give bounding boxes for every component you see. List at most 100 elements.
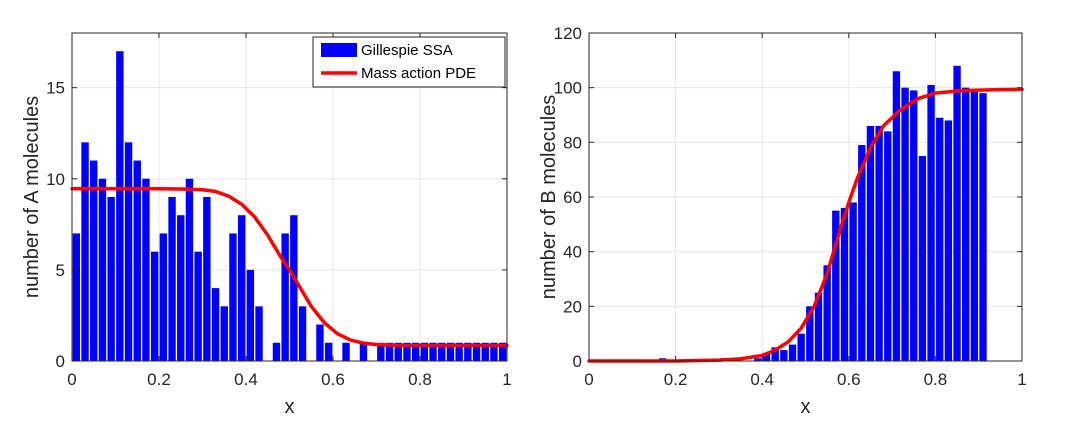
bar-43 — [446, 342, 455, 361]
bar-39 — [411, 342, 420, 361]
bar-23 — [788, 344, 797, 361]
bar-7 — [133, 160, 141, 361]
legend: Gillespie SSA Mass action PDE — [312, 36, 506, 88]
bar-13 — [185, 178, 194, 361]
bar-45 — [979, 93, 987, 361]
y-axis-label: number of A molecules — [21, 96, 43, 298]
x-tick-label-2: 0.4 — [750, 370, 774, 389]
bar-6 — [124, 142, 133, 361]
x-tick-label-3: 0.6 — [321, 370, 345, 389]
bar-35 — [377, 342, 385, 361]
bar-39 — [927, 84, 935, 361]
y-tick-label-3: 60 — [563, 188, 582, 207]
y-tick-label-0: 0 — [56, 352, 65, 371]
y-axis-label: number of B molecules — [538, 95, 560, 300]
bar-29 — [324, 342, 333, 361]
x-tick-label-5: 1 — [1017, 370, 1026, 389]
bar-21 — [771, 347, 779, 361]
bar-32 — [866, 125, 875, 361]
line-series — [70, 187, 509, 348]
legend-swatch-bar — [321, 43, 357, 57]
bar-29 — [840, 207, 849, 361]
bar-10 — [159, 233, 168, 361]
x-tick-label-1: 0.2 — [664, 370, 688, 389]
x-tick-label-0: 0 — [584, 370, 593, 389]
bar-36 — [901, 87, 909, 362]
bar-26 — [298, 306, 307, 361]
x-tick-label-1: 0.2 — [147, 370, 171, 389]
legend-label-0: Gillespie SSA — [361, 42, 453, 59]
axes-box — [71, 32, 508, 362]
bar-37 — [910, 90, 918, 362]
y-tick-label-1: 20 — [563, 297, 582, 316]
bar-43 — [962, 87, 970, 362]
bar-27 — [823, 265, 831, 361]
legend-label-1: Mass action PDE — [361, 65, 476, 82]
bar-40 — [420, 342, 429, 361]
bar-33 — [875, 125, 883, 361]
y-tick-label-2: 10 — [46, 170, 65, 189]
y-tick-label-0: 0 — [573, 352, 582, 371]
x-tick-label-4: 0.8 — [924, 370, 948, 389]
bar-11 — [168, 197, 176, 361]
bar-0 — [72, 233, 81, 361]
bar-46 — [472, 342, 481, 361]
bar-1 — [81, 142, 89, 361]
x-axis-label: x — [801, 396, 811, 418]
x-tick-label-4: 0.8 — [408, 370, 432, 389]
bar-4 — [107, 197, 115, 361]
bar-21 — [255, 306, 263, 361]
bar-17 — [220, 306, 228, 361]
bar-41 — [944, 120, 953, 361]
bar-31 — [858, 145, 866, 361]
bar-24 — [281, 233, 289, 361]
y-tick-label-3: 15 — [46, 79, 65, 98]
bar-25 — [806, 306, 814, 361]
bar-30 — [849, 202, 857, 361]
bar-16 — [211, 288, 220, 361]
x-tick-label-5: 1 — [502, 370, 511, 389]
bar-47 — [481, 342, 489, 361]
bar-44 — [970, 90, 979, 362]
x-axis-label: x — [285, 396, 295, 418]
bar-14 — [194, 251, 202, 361]
bar-series — [72, 51, 507, 361]
bar-28 — [316, 324, 324, 361]
x-tick-label-3: 0.6 — [837, 370, 861, 389]
bar-40 — [936, 117, 944, 361]
y-tick-label-5: 100 — [554, 79, 582, 98]
chart-panel-b: 0 0.2 0.4 0.6 0.8 1 0 20 40 60 80 100 120 x number of … — [538, 24, 1027, 418]
grid — [72, 33, 507, 361]
bar-25 — [290, 215, 298, 361]
bar-9 — [150, 251, 159, 361]
y-tick-label-4: 80 — [563, 133, 582, 152]
y-tick-label-1: 5 — [56, 261, 65, 280]
bar-15 — [203, 197, 211, 361]
bar-34 — [884, 131, 892, 361]
bar-26 — [814, 292, 823, 361]
bar-23 — [272, 342, 281, 361]
bar-37 — [394, 342, 402, 361]
bar-12 — [177, 215, 185, 361]
bar-44 — [455, 342, 463, 361]
bar-38 — [918, 156, 927, 361]
bar-33 — [359, 342, 368, 361]
bar-18 — [229, 233, 237, 361]
bar-20 — [246, 269, 255, 361]
bar-24 — [797, 333, 805, 361]
bar-2 — [90, 160, 98, 361]
bar-series — [658, 65, 987, 362]
bar-45 — [464, 342, 472, 361]
bar-38 — [403, 342, 411, 361]
y-tick-label-2: 40 — [563, 243, 582, 262]
bar-22 — [780, 350, 788, 361]
bar-31 — [342, 342, 350, 361]
bar-28 — [832, 210, 840, 361]
bar-49 — [498, 342, 507, 361]
bar-41 — [429, 342, 437, 361]
bar-19 — [754, 358, 762, 361]
x-tick-label-2: 0.4 — [234, 370, 258, 389]
bar-36 — [385, 342, 394, 361]
